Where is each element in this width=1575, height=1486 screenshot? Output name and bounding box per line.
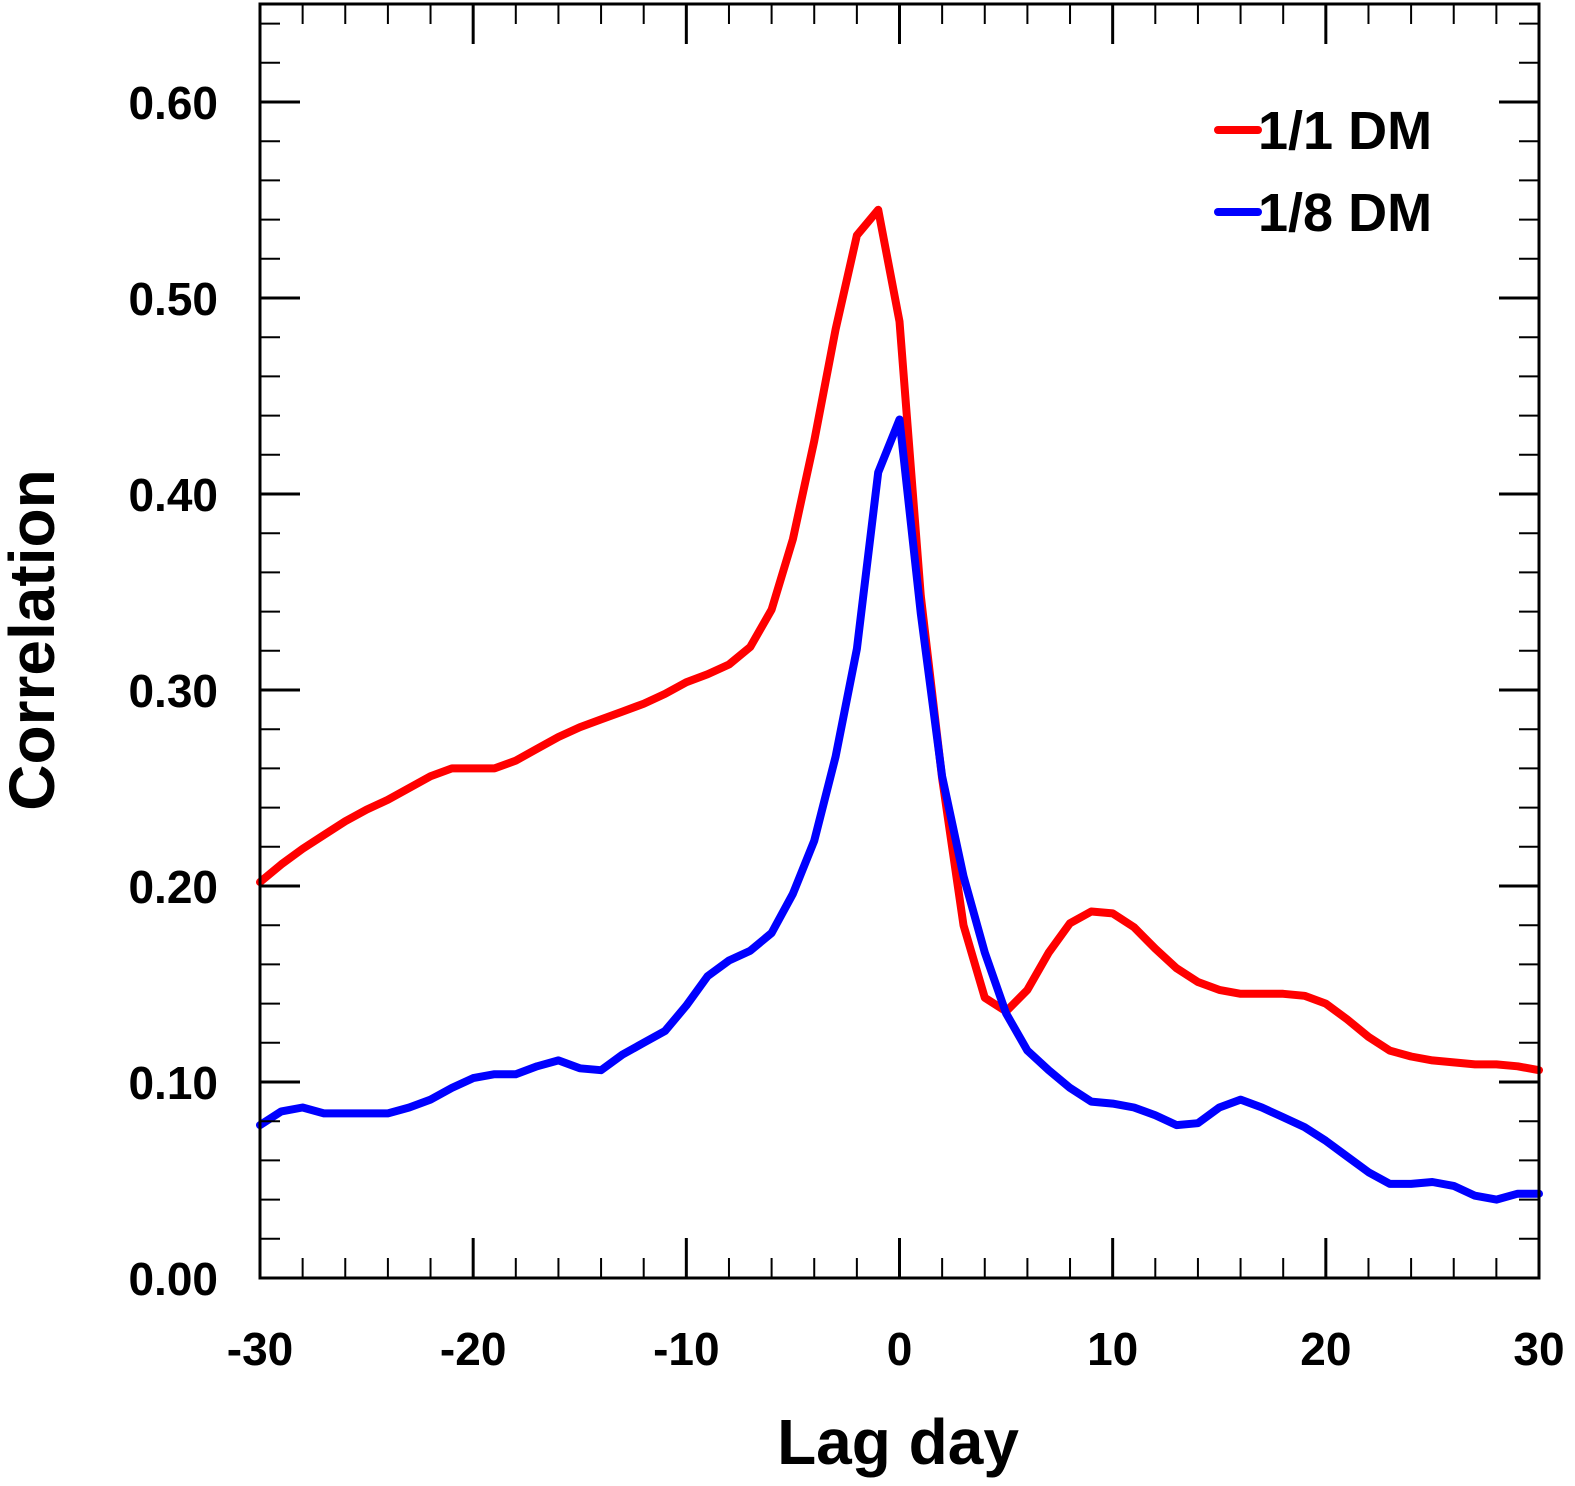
y-axis-title: Correlation xyxy=(0,469,68,810)
x-tick-label: 0 xyxy=(887,1323,913,1375)
x-tick-label: -30 xyxy=(227,1323,293,1375)
series-line-2 xyxy=(256,415,1543,1204)
x-tick-label: 10 xyxy=(1087,1323,1138,1375)
x-axis-title: Lag day xyxy=(777,1406,1019,1478)
y-tick-label: 0.10 xyxy=(128,1057,218,1109)
legend-label-2: 1/8 DM xyxy=(1258,183,1432,243)
tick-labels-layer: -30 -20 -10 0 10 20 30 0.00 0.10 0.20 0.30 0.40 0.50… xyxy=(128,77,1564,1375)
y-tick-label: 0.00 xyxy=(128,1253,218,1305)
x-tick-label: -20 xyxy=(440,1323,506,1375)
legend-label-1: 1/1 DM xyxy=(1258,101,1432,161)
series-layer xyxy=(256,205,1543,1204)
legend: 1/1 DM 1/8 DM xyxy=(1214,101,1432,243)
y-tick-label: 0.60 xyxy=(128,77,218,129)
series-line-1 xyxy=(256,205,1543,1075)
x-tick-label: 30 xyxy=(1513,1323,1564,1375)
x-tick-label: 20 xyxy=(1300,1323,1351,1375)
ticks-layer xyxy=(260,4,1539,1278)
y-tick-label: 0.30 xyxy=(128,665,218,717)
y-tick-label: 0.40 xyxy=(128,469,218,521)
y-tick-label: 0.20 xyxy=(128,861,218,913)
y-tick-label: 0.50 xyxy=(128,273,218,325)
x-tick-label: -10 xyxy=(653,1323,719,1375)
